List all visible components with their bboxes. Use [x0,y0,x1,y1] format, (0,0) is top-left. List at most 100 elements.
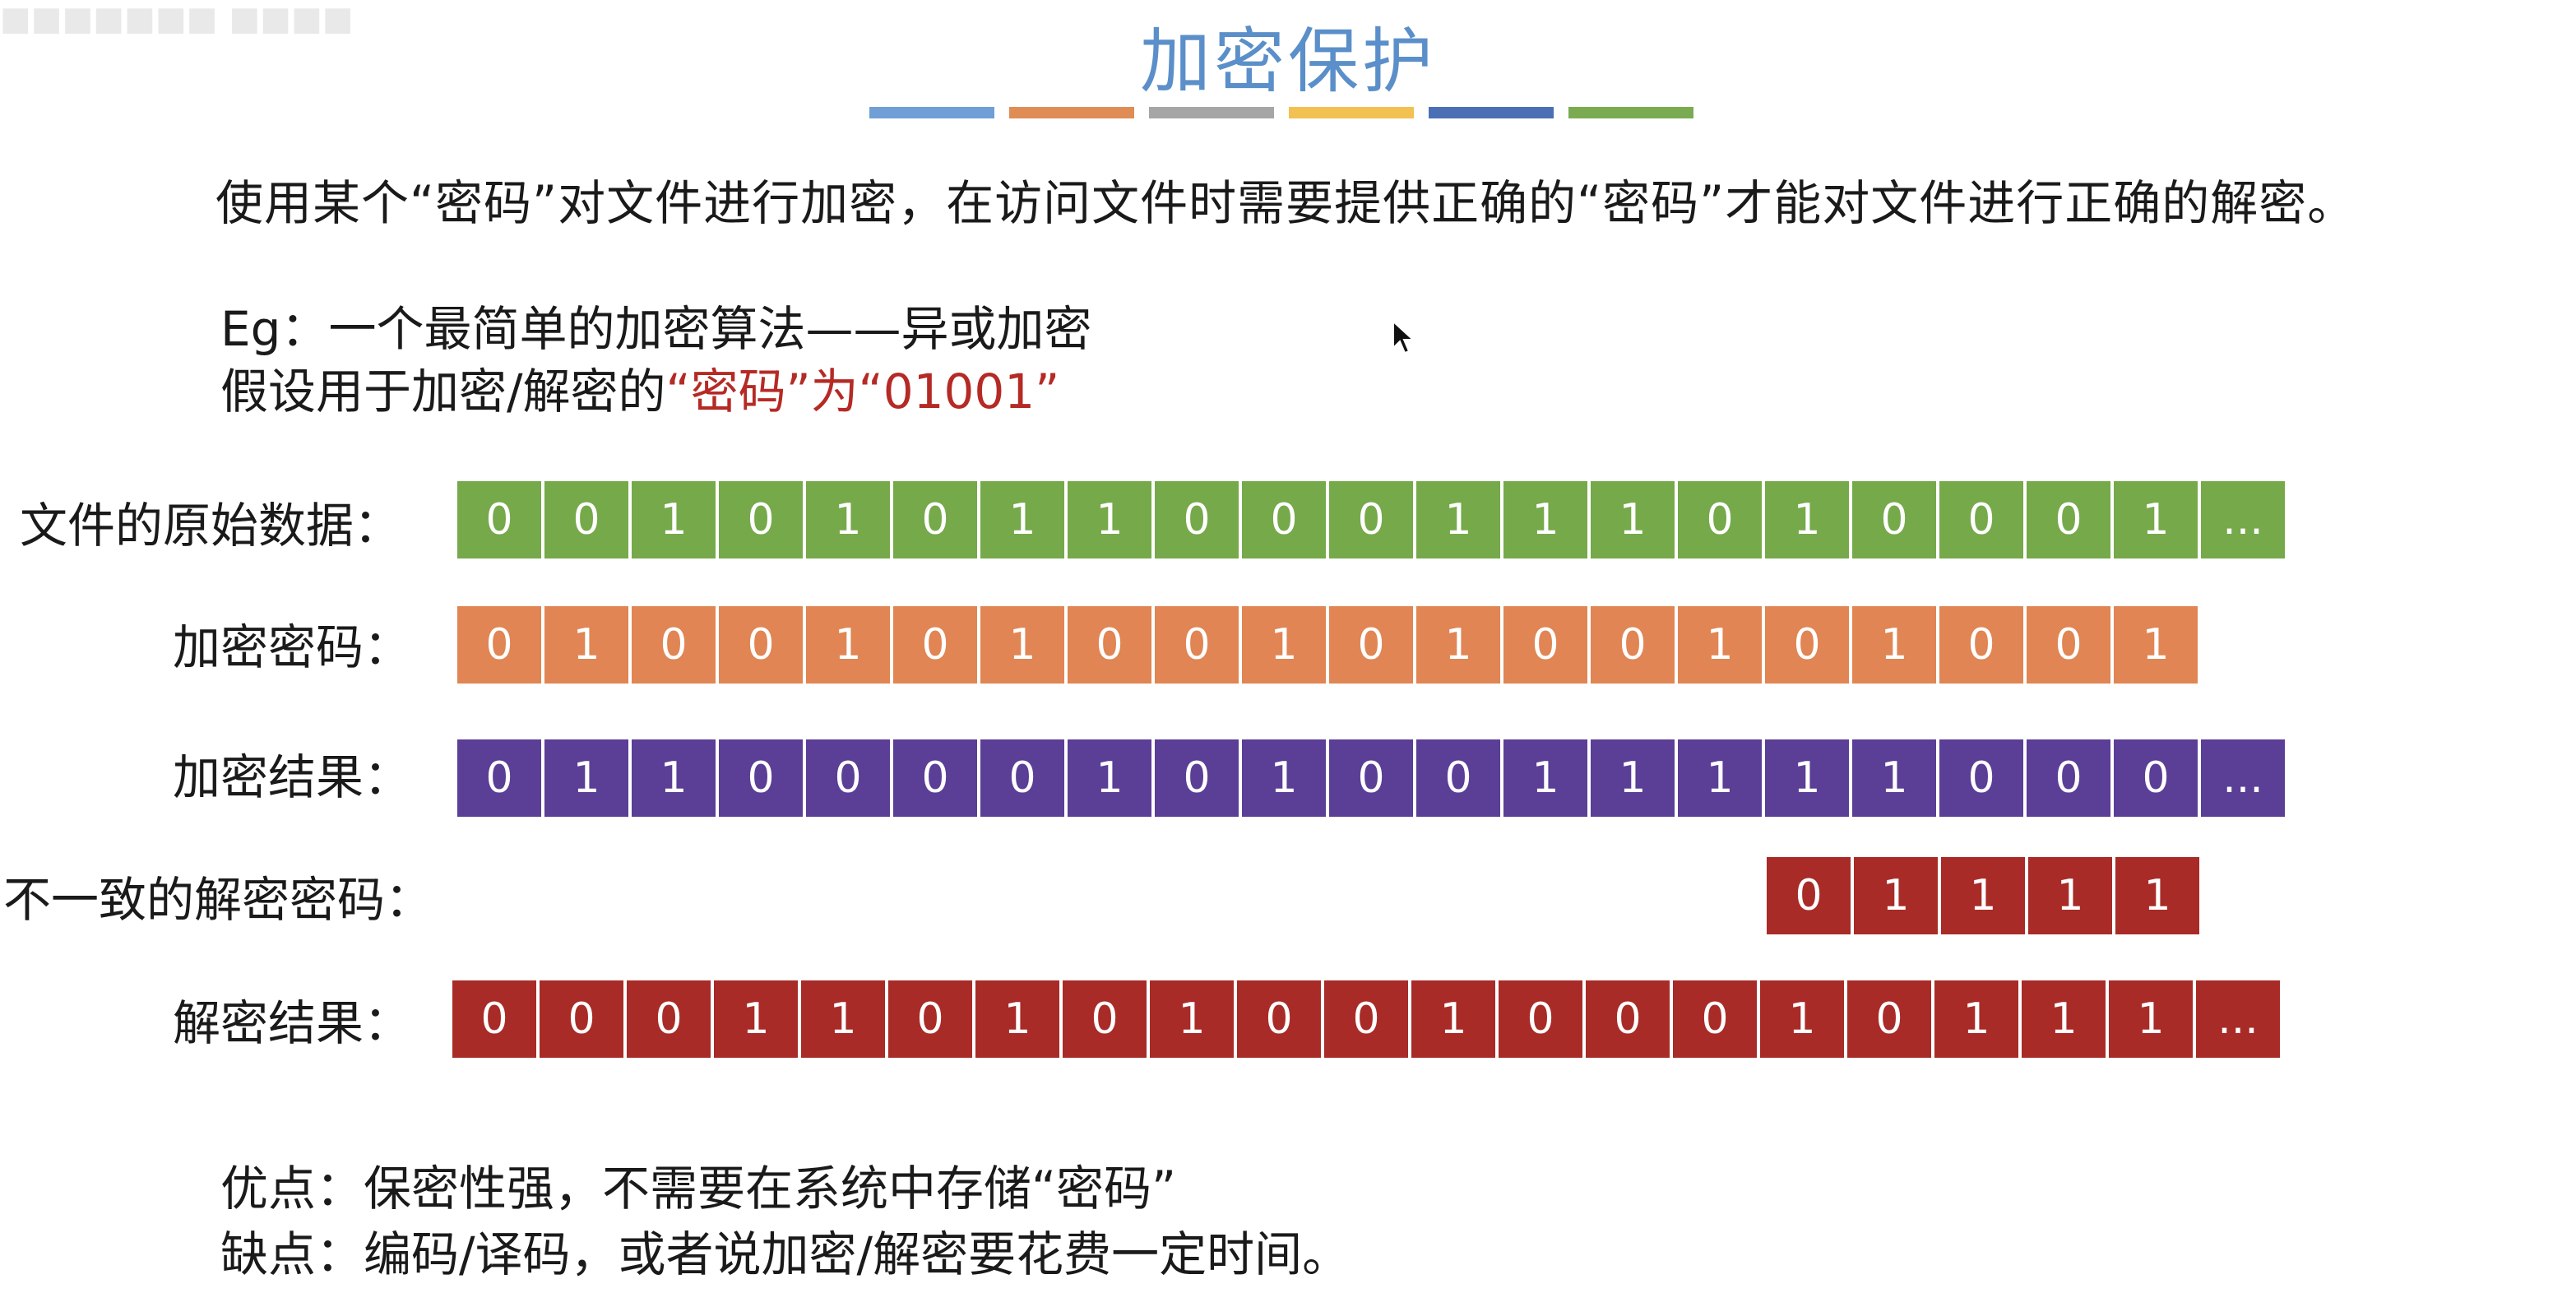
bit-cell: 1 [2028,857,2112,934]
bit-cell: 0 [1678,481,1762,558]
title-bar-1 [1009,107,1134,118]
bit-cell: 1 [1765,481,1849,558]
pros-text: 优点：保密性强，不需要在系统中存储“密码” [220,1161,1177,1217]
bit-cell: 1 [1503,481,1587,558]
bit-cell: 1 [1852,739,1936,817]
bit-cell: 0 [893,606,977,684]
intro-text: 使用某个“密码”对文件进行加密，在访问文件时需要提供正确的“密码”才能对文件进行… [215,175,2356,231]
bit-cell: 1 [1678,606,1762,684]
bit-cell: 1 [1416,481,1500,558]
bit-cell: 1 [980,606,1064,684]
title-bar-3 [1289,107,1414,118]
bit-cell: 1 [1760,980,1844,1058]
bit-cell: 0 [2027,481,2110,558]
bit-cell: 0 [1329,739,1413,817]
bit-cell: 1 [1503,739,1587,817]
bit-cell: 0 [980,739,1064,817]
bit-cell: 0 [1939,739,2023,817]
bit-cell: 1 [544,606,628,684]
bit-cell: 1 [1591,481,1675,558]
example-line-2-prefix: 假设用于加密/解密的 [220,364,666,419]
bit-cell: 0 [893,481,977,558]
bit-cell: 1 [2115,857,2199,934]
bit-cell: 1 [975,980,1059,1058]
bit-cell: ... [2201,481,2285,558]
title-bar-4 [1429,107,1554,118]
bit-cell: 0 [1068,606,1151,684]
bit-cell: 0 [1155,739,1239,817]
bit-cell: 0 [544,481,628,558]
bit-cell: 0 [457,739,541,817]
bit-cell: 0 [2027,606,2110,684]
bit-cell: 1 [1678,739,1762,817]
bit-cell: 0 [1416,739,1500,817]
bit-cell: 0 [719,481,803,558]
bit-cell: 0 [719,606,803,684]
bit-cell: 0 [1503,606,1587,684]
bit-cell: ... [2201,739,2285,817]
bit-cell: 0 [2027,739,2110,817]
bit-cell: 0 [1242,481,1326,558]
bit-cell: 0 [1063,980,1147,1058]
bit-cell: 0 [1767,857,1851,934]
bit-cell: 0 [806,739,890,817]
bit-cell: 0 [1939,481,2023,558]
bit-cell: 1 [801,980,885,1058]
bit-cell: 0 [1155,481,1239,558]
bit-cell: 1 [714,980,798,1058]
bit-cell: 0 [719,739,803,817]
bit-cell: 0 [1155,606,1239,684]
bit-cell: 1 [806,481,890,558]
bit-cell: 0 [632,606,716,684]
bit-cell: 1 [632,481,716,558]
bit-cell: 0 [1673,980,1757,1058]
bit-cell: 1 [1068,481,1151,558]
bit-cell: 1 [1941,857,2025,934]
example-line-2: 假设用于加密/解密的“密码”为“01001” [220,360,1091,423]
title-bar-5 [1568,107,1693,118]
bit-cell: 1 [1591,739,1675,817]
bit-cell: 0 [1499,980,1582,1058]
bit-cell: 0 [452,980,536,1058]
bit-cell: 1 [1852,606,1936,684]
bit-cell: 1 [632,739,716,817]
page-title: 加密保护 [1140,21,1436,103]
bit-cell: 0 [1847,980,1931,1058]
bit-cell: 0 [1324,980,1408,1058]
bit-cell: 1 [1068,739,1151,817]
bit-cell: 0 [627,980,711,1058]
cons-text: 缺点：编码/译码，或者说加密/解密要花费一定时间。 [220,1226,1351,1282]
bit-cell: 1 [544,739,628,817]
title-bar-2 [1149,107,1274,118]
bit-cell: 1 [1411,980,1495,1058]
bit-cell: 1 [806,606,890,684]
bit-cell: 1 [1854,857,1938,934]
bit-cell: 0 [1852,481,1936,558]
watermark: ■■■■■■■ ■■■■ [0,0,354,35]
row-label-decrypt-result: 解密结果： [173,995,412,1051]
bit-cell: 0 [888,980,972,1058]
bit-cell: 1 [2114,606,2198,684]
bit-cell: 0 [1586,980,1670,1058]
bit-cell: 1 [1242,739,1326,817]
example-line-1: Eg：一个最简单的加密算法——异或加密 [220,301,1092,357]
pros-cons-block: 优点：保密性强，不需要在系统中存储“密码” 缺点：编码/译码，或者说加密/解密要… [220,1156,1350,1287]
bit-cell: 0 [1237,980,1321,1058]
bit-cell: 0 [540,980,623,1058]
bit-cell: 1 [980,481,1064,558]
bit-cell: 0 [1329,606,1413,684]
bit-cell: 1 [1150,980,1234,1058]
example-password: “密码”为“01001” [665,364,1060,419]
mouse-cursor-icon [1392,320,1415,355]
bit-cell: 1 [1934,980,2018,1058]
bit-cell: 1 [2114,481,2198,558]
bit-cell: 0 [893,739,977,817]
bits-row-decrypt-result: 0 0 0 1 1 0 1 0 1 0 0 1 0 0 0 1 0 1 1 1... [452,980,2283,1058]
title-underline-bars [869,107,1708,118]
bits-row-original: 0 0 1 0 1 0 1 1 0 0 0 1 1 1 0 1 0 0 0 1... [457,481,2288,558]
bit-cell: 0 [457,606,541,684]
bit-cell: 1 [2022,980,2106,1058]
title-bar-0 [869,107,994,118]
